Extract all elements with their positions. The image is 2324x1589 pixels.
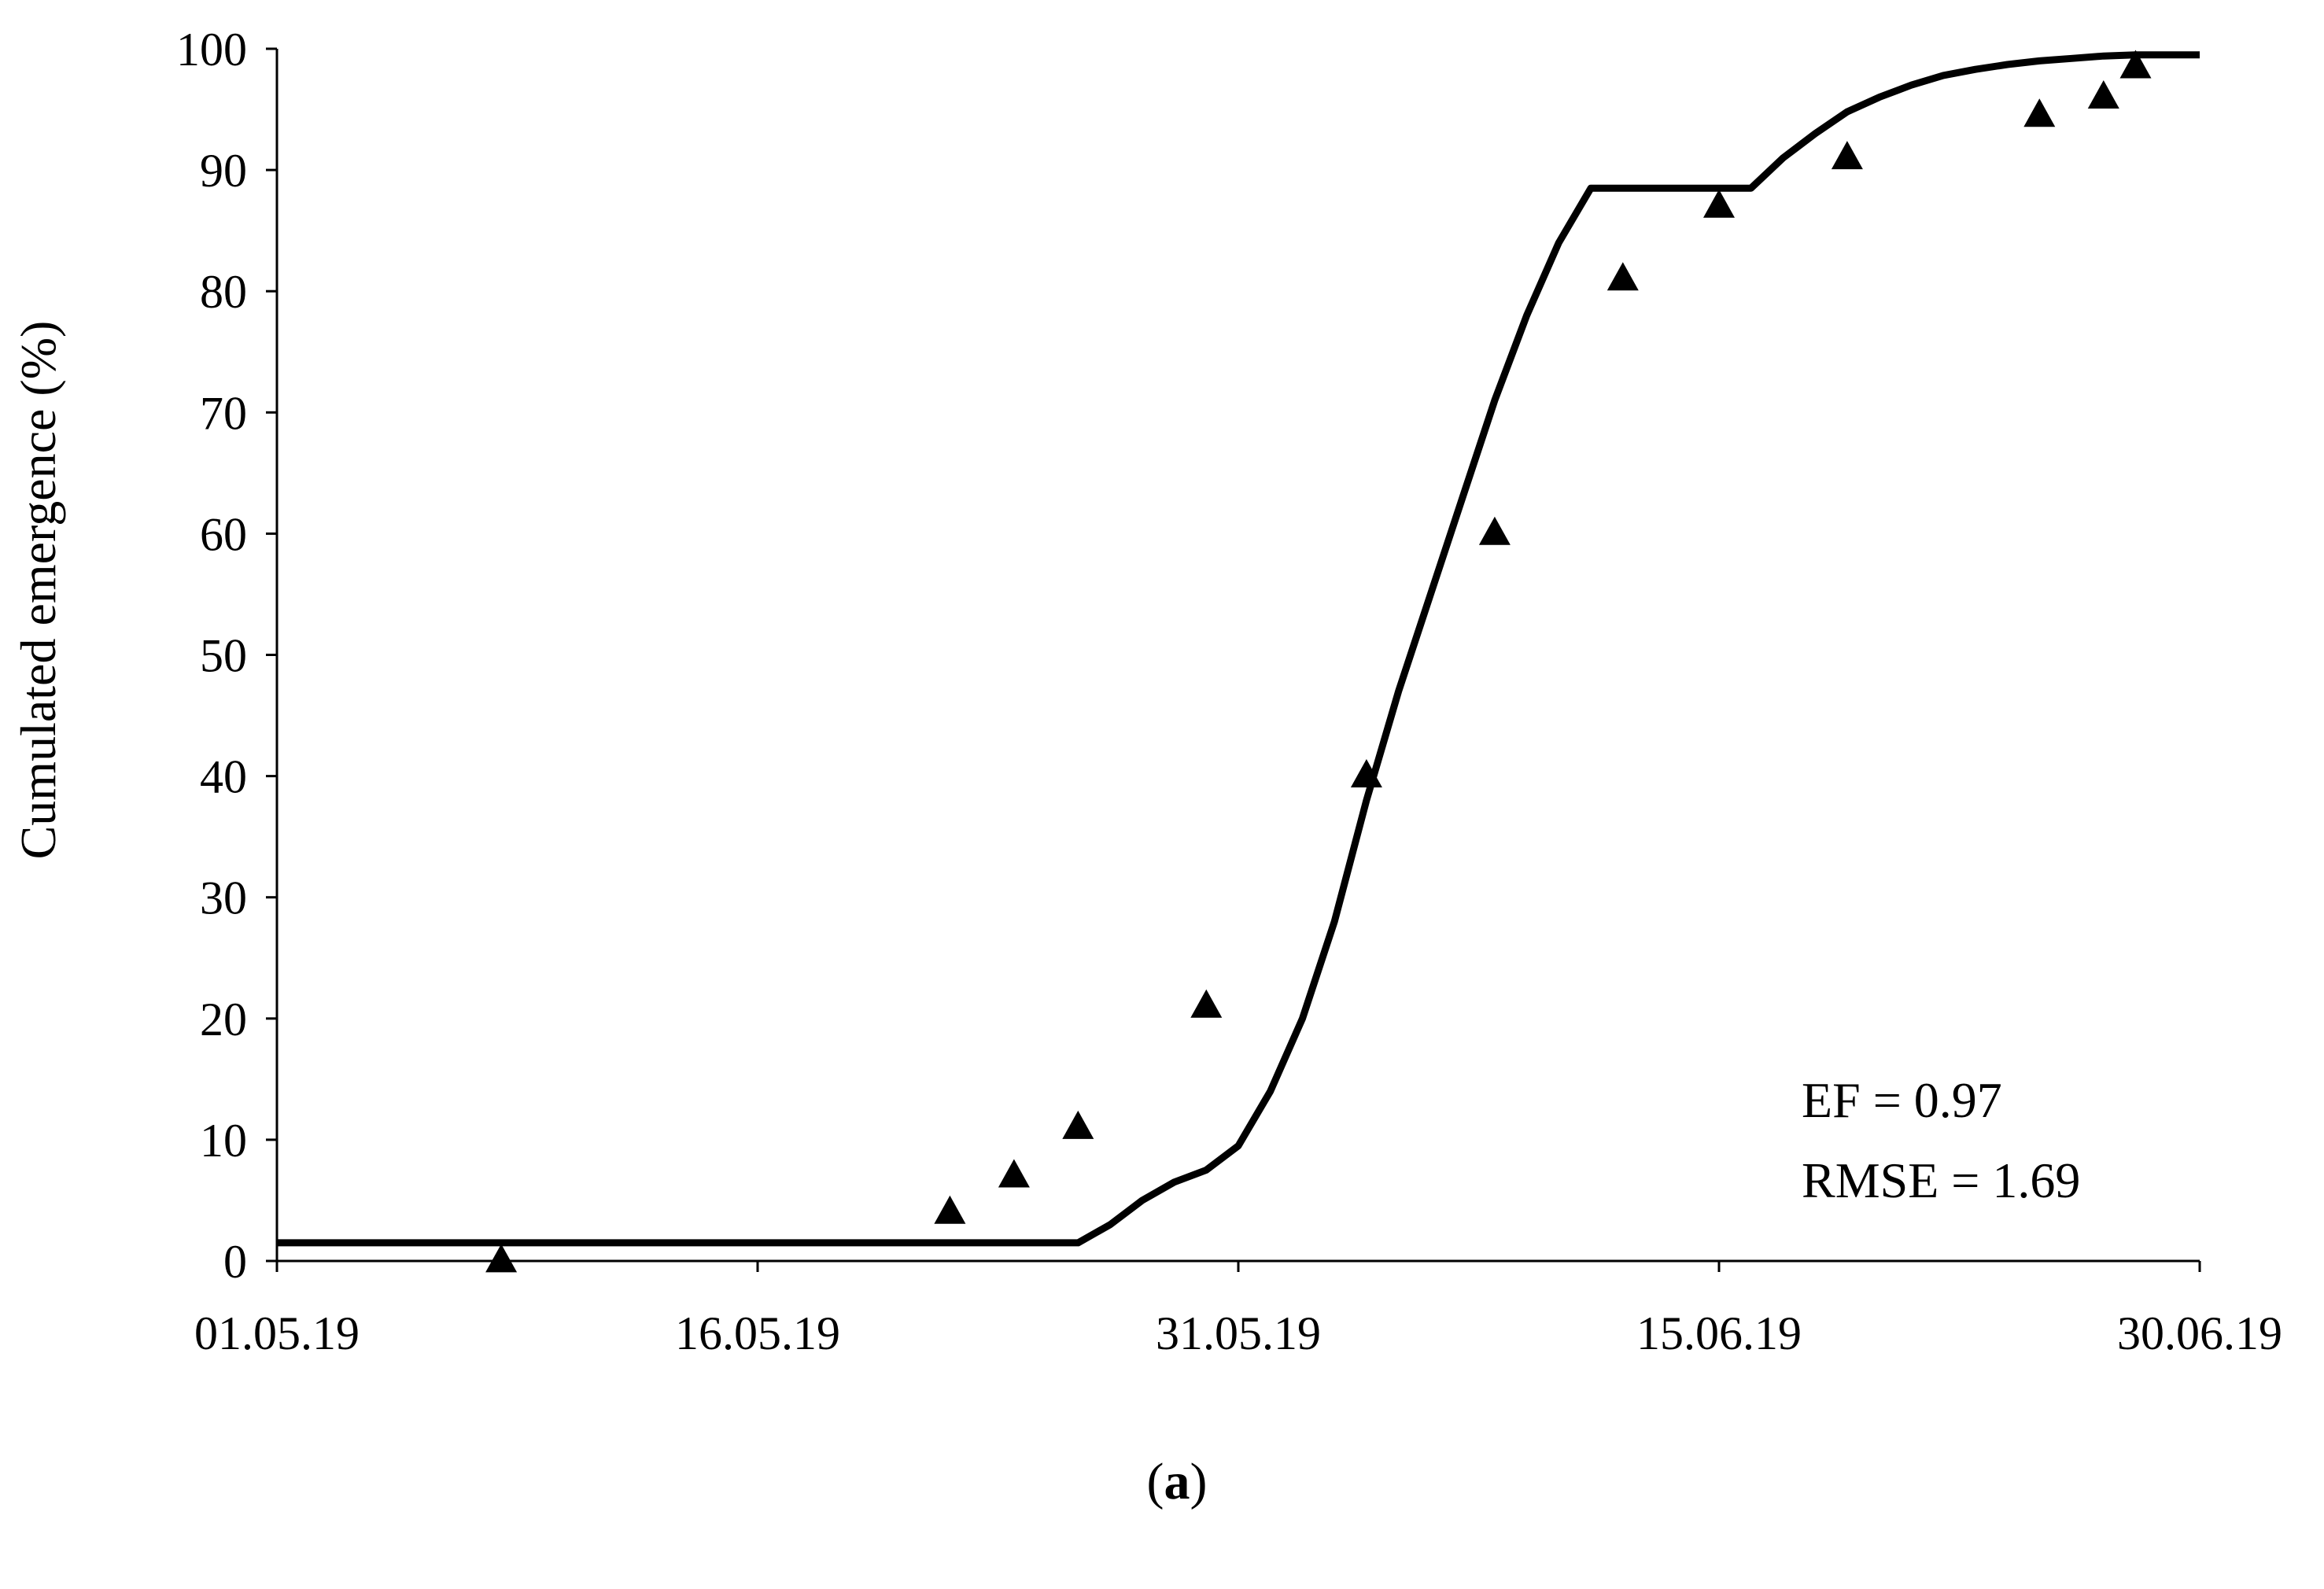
annotation-ef: EF = 0.97	[1802, 1072, 2002, 1128]
observed-triangle-point	[1831, 141, 1863, 170]
y-tick-label: 10	[200, 1115, 247, 1167]
y-axis-label: Cumulated emergence (%)	[10, 321, 66, 860]
observed-triangle-point	[2087, 80, 2119, 109]
annotation-rmse: RMSE = 1.69	[1802, 1152, 2080, 1208]
y-tick-label: 20	[200, 994, 247, 1045]
observed-triangle-point	[1478, 516, 1511, 545]
y-tick-label: 50	[200, 630, 247, 682]
y-tick-label: 100	[176, 24, 247, 76]
observed-triangle-point	[1190, 989, 1223, 1018]
observed-triangle-point	[2119, 50, 2152, 79]
observed-triangle-point	[1350, 759, 1382, 787]
observed-triangle-point	[2023, 98, 2056, 127]
simulated-emergence-line	[277, 51, 2200, 1247]
observed-triangle-point	[1703, 189, 1735, 218]
series-layer	[277, 50, 2200, 1273]
caption-letter: a	[1164, 1453, 1190, 1510]
caption-open-paren: (	[1147, 1453, 1164, 1510]
observed-triangle-point	[1607, 262, 1639, 291]
observed-triangle-point	[485, 1244, 518, 1273]
y-ticks: 0 10 20 30 40 50 60 70 80 90 100	[176, 24, 277, 1288]
figure-caption: (a)	[1147, 1453, 1208, 1510]
caption-close-paren: )	[1190, 1453, 1208, 1510]
observed-triangle-point	[1062, 1110, 1094, 1139]
y-tick-label: 0	[223, 1236, 247, 1288]
y-tick-label: 40	[200, 751, 247, 803]
x-tick-label: 01.05.19	[194, 1307, 360, 1359]
x-tick-label: 31.05.19	[1156, 1307, 1321, 1359]
y-tick-label: 80	[200, 266, 247, 318]
x-tick-label: 16.05.19	[675, 1307, 840, 1359]
y-tick-label: 30	[200, 872, 247, 924]
observed-triangle-point	[998, 1159, 1030, 1188]
observed-triangle-point	[934, 1195, 966, 1224]
y-tick-label: 60	[200, 508, 247, 560]
x-ticks: 01.05.19 16.05.19 31.05.19 15.06.19 30.06.19	[194, 1261, 2282, 1359]
y-tick-label: 90	[200, 145, 247, 197]
y-tick-label: 70	[200, 387, 247, 439]
x-tick-label: 15.06.19	[1636, 1307, 1802, 1359]
x-tick-label: 30.06.19	[2117, 1307, 2282, 1359]
